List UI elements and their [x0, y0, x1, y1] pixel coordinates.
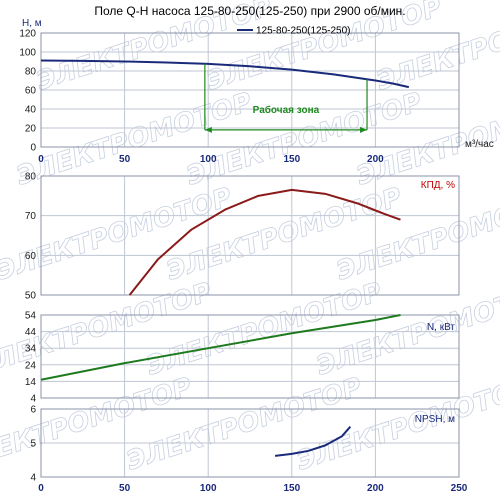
chart-title: Поле Q-H насоса 125-80-250(125-250) при …	[94, 4, 405, 18]
y-axis-label: N, кВт	[427, 322, 455, 333]
y-tick-label: 100	[19, 48, 36, 59]
plot-frame	[40, 32, 460, 148]
x-tick-label: 200	[367, 483, 384, 494]
y-tick-label: 80	[25, 172, 37, 183]
legend-label: 125-80-250(125-250)	[256, 26, 351, 37]
x-tick-label: 100	[200, 483, 217, 494]
zone-arrowhead-left	[204, 126, 212, 133]
plot-frame	[40, 408, 460, 478]
y-tick-label: 24	[25, 360, 37, 371]
y-tick-label: 54	[25, 311, 37, 322]
panel-4: 4 5 6 NPSH, м 0 50 100 150 200 250	[30, 405, 467, 495]
y-tick-label: 0	[30, 143, 36, 154]
x-tick-label: 0	[38, 483, 44, 494]
x-tick-label: 50	[119, 154, 131, 165]
zone-arrowhead-right	[360, 126, 368, 133]
y-tick-label: 5	[30, 439, 36, 450]
x-tick-label: 150	[283, 483, 300, 494]
x-tick-label: 50	[119, 483, 131, 494]
y-tick-label: 14	[25, 377, 37, 388]
x-tick-label: 100	[200, 154, 217, 165]
y-tick-label: 34	[25, 344, 37, 355]
y-tick-label: 20	[25, 124, 37, 135]
x-tick-label: 0	[38, 154, 44, 165]
y-tick-label: 4	[30, 394, 36, 405]
y-tick-label: 4	[30, 473, 36, 484]
series-line	[128, 188, 401, 296]
x-tick-label: 250	[451, 483, 468, 494]
x-tick-label: 200	[367, 154, 384, 165]
y-axis-label: КПД, %	[421, 180, 455, 191]
y-tick-label: 50	[25, 291, 37, 302]
working-zone-label: Рабочая зона	[253, 104, 320, 116]
y-axis-label: NPSH, м	[415, 414, 455, 425]
y-tick-label: 70	[25, 211, 37, 222]
x-tick-label: 150	[283, 154, 300, 165]
y-tick-label: 80	[25, 67, 37, 78]
y-tick-label: 44	[25, 327, 37, 338]
y-tick-label: 40	[25, 105, 37, 116]
y-tick-label: 6	[30, 405, 36, 416]
y-tick-label: 120	[19, 29, 36, 40]
plot-frame	[40, 175, 460, 296]
series-line	[40, 59, 410, 89]
y-axis-label: H, м	[22, 18, 42, 29]
y-tick-label: 60	[25, 251, 37, 262]
panel-3: 4 14 24 34 44 54 N, кВт	[25, 311, 460, 405]
series-line	[40, 314, 401, 381]
plot-frame	[40, 314, 460, 399]
panel-2: 50 60 70 80 КПД, %	[25, 172, 460, 302]
y-tick-label: 60	[25, 86, 37, 97]
series-line	[274, 426, 352, 457]
x-unit-label: м³/час	[465, 139, 494, 150]
